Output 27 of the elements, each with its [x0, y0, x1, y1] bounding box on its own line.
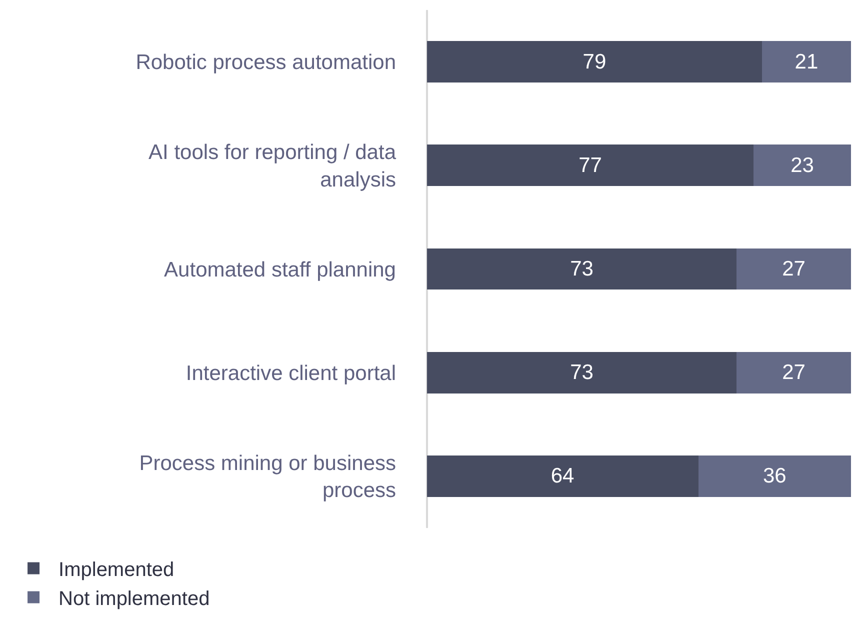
bar: [427, 248, 737, 290]
data-label: 36: [763, 464, 786, 488]
legend-label: Implemented: [58, 559, 174, 582]
data-label: 64: [550, 464, 575, 488]
bar: [698, 455, 851, 497]
data-label: 21: [794, 50, 818, 74]
data-label: 73: [570, 361, 594, 384]
bar: [427, 41, 762, 83]
y-tick-label: AI tools for reporting / data analysis: [148, 141, 396, 192]
data-label: 79: [582, 50, 606, 74]
y-tick-label: Robotic process automation: [136, 51, 396, 74]
data-label: 27: [782, 258, 806, 280]
y-tick-label: Interactive client portal: [186, 362, 396, 385]
data-label: 73: [570, 258, 594, 280]
bar: [736, 248, 851, 290]
data-label: 23: [790, 154, 814, 177]
bar: [736, 352, 851, 394]
bar: [427, 455, 698, 497]
legend-label: Not implemented: [58, 588, 210, 610]
data-label: 27: [782, 361, 806, 384]
y-tick-label: Automated staff planning: [164, 258, 396, 282]
bar: [427, 144, 754, 186]
bar: [762, 41, 851, 83]
data-label: 77: [578, 154, 602, 177]
bar: [753, 144, 851, 186]
bar: [427, 352, 737, 394]
y-tick-label: Process mining or business process: [139, 452, 396, 502]
